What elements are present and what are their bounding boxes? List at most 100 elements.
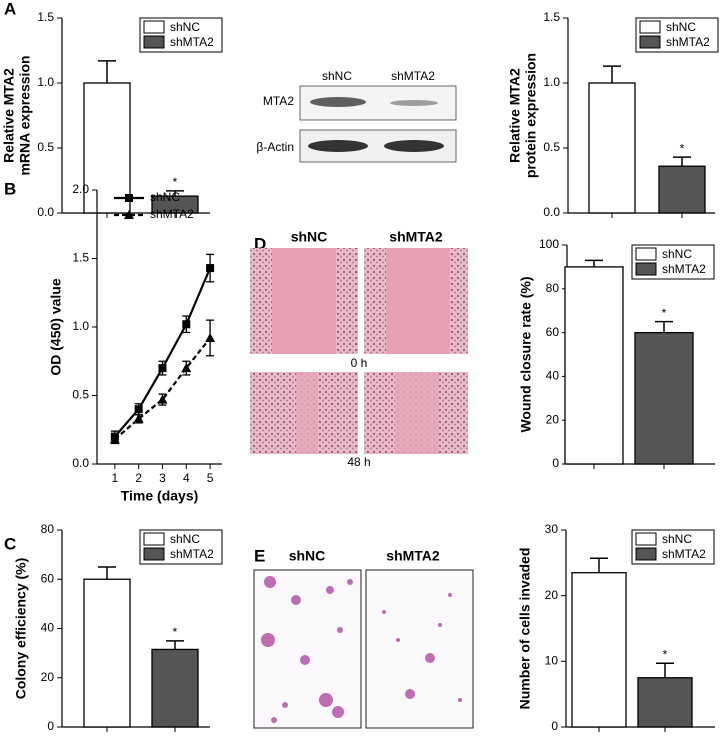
y-tick-label: 20 (545, 588, 559, 602)
legend-swatch (635, 262, 657, 276)
y-tick-label: 1.5 (543, 10, 560, 24)
legend-label: shMTA2 (170, 35, 214, 49)
panel-label: A (4, 0, 16, 18)
legend-label: shMTA2 (662, 262, 706, 276)
legend-swatch (143, 35, 165, 49)
bar (83, 82, 131, 214)
series-line (114, 267, 212, 438)
marker (134, 405, 143, 414)
column-header: shMTA2 (386, 548, 440, 564)
y-tick-label: 20 (41, 670, 55, 684)
y-axis-label: mRNA expression (17, 55, 33, 175)
bar (637, 677, 693, 728)
wound-gap (296, 372, 318, 454)
y-axis-label: Wound closure rate (%) (518, 276, 534, 432)
legend-swatch (143, 20, 165, 34)
column-header: shNC (291, 229, 328, 245)
column-header: shMTA2 (389, 229, 443, 245)
legend-box (139, 529, 223, 565)
legend-box (139, 17, 223, 53)
legend-label: shNC (662, 532, 692, 546)
series-line (114, 337, 211, 441)
y-tick-label: 80 (41, 522, 55, 536)
y-tick-label: 30 (545, 522, 559, 536)
y-tick-label: 0.5 (543, 140, 560, 154)
legend-label: shNC (666, 20, 696, 34)
wound-images: shNC shMTA2 0 h 48 h (250, 229, 468, 469)
x-tick-label: 3 (159, 471, 166, 485)
y-axis-label: Number of cells invaded (517, 548, 533, 710)
legend-label: shMTA2 (170, 547, 214, 561)
marker (182, 320, 191, 329)
row-label: β-Actin (256, 140, 294, 154)
y-tick-label: 1.0 (543, 75, 560, 89)
time-label: 48 h (347, 455, 370, 469)
western-blot: shNC shMTA2 MTA2 β-Actin (256, 69, 457, 163)
y-tick-label: 100 (539, 237, 559, 251)
annotation: * (663, 647, 668, 661)
legend-marker (124, 210, 134, 219)
y-tick-label: 40 (41, 621, 55, 635)
y-tick-label: 0.0 (37, 205, 54, 219)
y-axis-label: Relative MTA2 (1, 68, 17, 163)
y-tick-label: 1.5 (72, 251, 89, 265)
y-axis-label: protein expression (523, 53, 539, 178)
time-label: 0 h (351, 356, 368, 370)
legend-swatch (143, 547, 165, 561)
legend-swatch (635, 532, 657, 546)
y-axis-label: OD (450) value (48, 278, 64, 375)
marker (157, 394, 168, 404)
column-header: shNC (289, 548, 326, 564)
wound-gap (395, 372, 439, 454)
legend-label: shNC (170, 532, 200, 546)
panel-label: B (4, 179, 16, 198)
bar (588, 82, 636, 214)
y-tick-label: 60 (546, 325, 560, 339)
annotation: * (662, 306, 667, 320)
marker (206, 264, 215, 273)
annotation: * (173, 175, 178, 189)
band (384, 140, 444, 152)
legend-label: shMTA2 (150, 207, 194, 221)
legend-box (635, 17, 719, 53)
bar (151, 648, 199, 728)
legend-swatch (143, 532, 165, 546)
invasion-images: shNC shMTA2 (253, 548, 474, 729)
y-tick-label: 0.0 (543, 205, 560, 219)
wound-gap (272, 248, 336, 354)
marker (158, 364, 167, 373)
bar (564, 266, 624, 465)
y-tick-label: 1.0 (72, 319, 89, 333)
wound-gap (386, 248, 450, 354)
y-tick-label: 60 (41, 571, 55, 585)
legend-label: shNC (662, 247, 692, 261)
annotation: * (680, 141, 685, 155)
y-tick-label: 0 (551, 719, 558, 733)
y-tick-label: 1.5 (37, 10, 54, 24)
legend-box (631, 244, 715, 280)
bar (83, 578, 131, 728)
legend-label: shMTA2 (662, 547, 706, 561)
x-axis-label: Time (days) (121, 488, 199, 504)
y-tick-label: 20 (546, 412, 560, 426)
legend-label: shNC (150, 190, 180, 204)
y-tick-label: 0 (552, 456, 559, 470)
y-tick-label: 2.0 (72, 182, 89, 196)
y-tick-label: 0.5 (72, 388, 89, 402)
marker (133, 413, 144, 423)
x-tick-label: 2 (135, 471, 142, 485)
y-tick-label: 1.0 (37, 75, 54, 89)
legend-label: shNC (170, 20, 200, 34)
band (308, 140, 368, 152)
legend-swatch (635, 547, 657, 561)
x-tick-label: 1 (112, 471, 119, 485)
legend-swatch (639, 35, 661, 49)
panel-label: C (4, 534, 16, 553)
band (310, 97, 366, 107)
legend-label: shMTA2 (666, 35, 710, 49)
panel-label: E (254, 546, 265, 565)
marker (181, 363, 192, 373)
row-label: MTA2 (263, 94, 294, 108)
